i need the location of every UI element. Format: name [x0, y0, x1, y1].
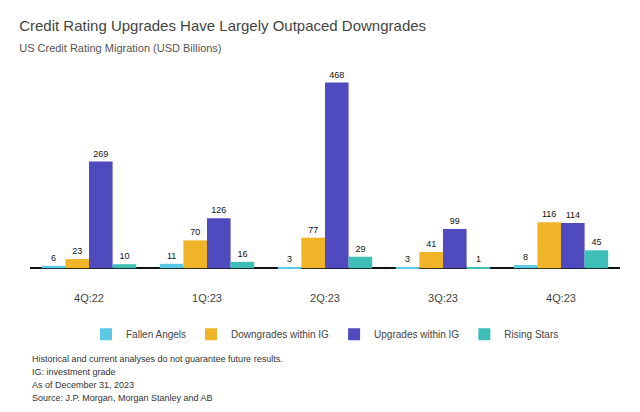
svg-text:4Q:23: 4Q:23	[546, 292, 576, 304]
svg-text:468: 468	[329, 70, 344, 80]
svg-text:US Credit Rating Migration (US: US Credit Rating Migration (USD Billions…	[19, 42, 221, 54]
svg-text:77: 77	[308, 225, 318, 235]
svg-text:114: 114	[566, 210, 580, 220]
svg-text:3: 3	[287, 254, 292, 264]
svg-text:6: 6	[51, 253, 56, 263]
svg-text:Rising Stars: Rising Stars	[504, 329, 558, 340]
svg-text:As of December 31, 2023: As of December 31, 2023	[32, 380, 134, 390]
svg-text:45: 45	[591, 237, 601, 247]
svg-text:269: 269	[93, 149, 108, 159]
svg-text:Source: J.P. Morgan, Morgan St: Source: J.P. Morgan, Morgan Stanley and …	[32, 393, 212, 403]
svg-text:11: 11	[167, 251, 176, 261]
svg-text:2Q:23: 2Q:23	[310, 292, 340, 304]
svg-text:4Q:22: 4Q:22	[74, 292, 104, 304]
svg-text:Historical and current analyse: Historical and current analyses do not g…	[32, 354, 283, 364]
svg-text:70: 70	[190, 227, 200, 237]
svg-text:99: 99	[450, 216, 460, 226]
svg-text:Fallen Angels: Fallen Angels	[126, 329, 186, 340]
svg-text:29: 29	[355, 244, 365, 254]
svg-text:Downgrades within IG: Downgrades within IG	[231, 329, 329, 340]
svg-text:3Q:23: 3Q:23	[428, 292, 458, 304]
svg-text:23: 23	[72, 246, 82, 256]
svg-text:1Q:23: 1Q:23	[192, 292, 222, 304]
svg-text:116: 116	[542, 209, 556, 219]
svg-text:126: 126	[211, 205, 226, 215]
svg-text:41: 41	[426, 239, 436, 249]
svg-text:16: 16	[237, 249, 247, 259]
svg-text:3: 3	[405, 254, 410, 264]
svg-text:1: 1	[476, 254, 481, 264]
svg-text:10: 10	[119, 251, 129, 261]
svg-text:Credit Rating Upgrades Have La: Credit Rating Upgrades Have Largely Outp…	[19, 17, 426, 34]
svg-text:8: 8	[523, 252, 528, 262]
svg-text:IG: investment grade: IG: investment grade	[32, 367, 116, 377]
svg-text:Upgrades within IG: Upgrades within IG	[374, 329, 459, 340]
